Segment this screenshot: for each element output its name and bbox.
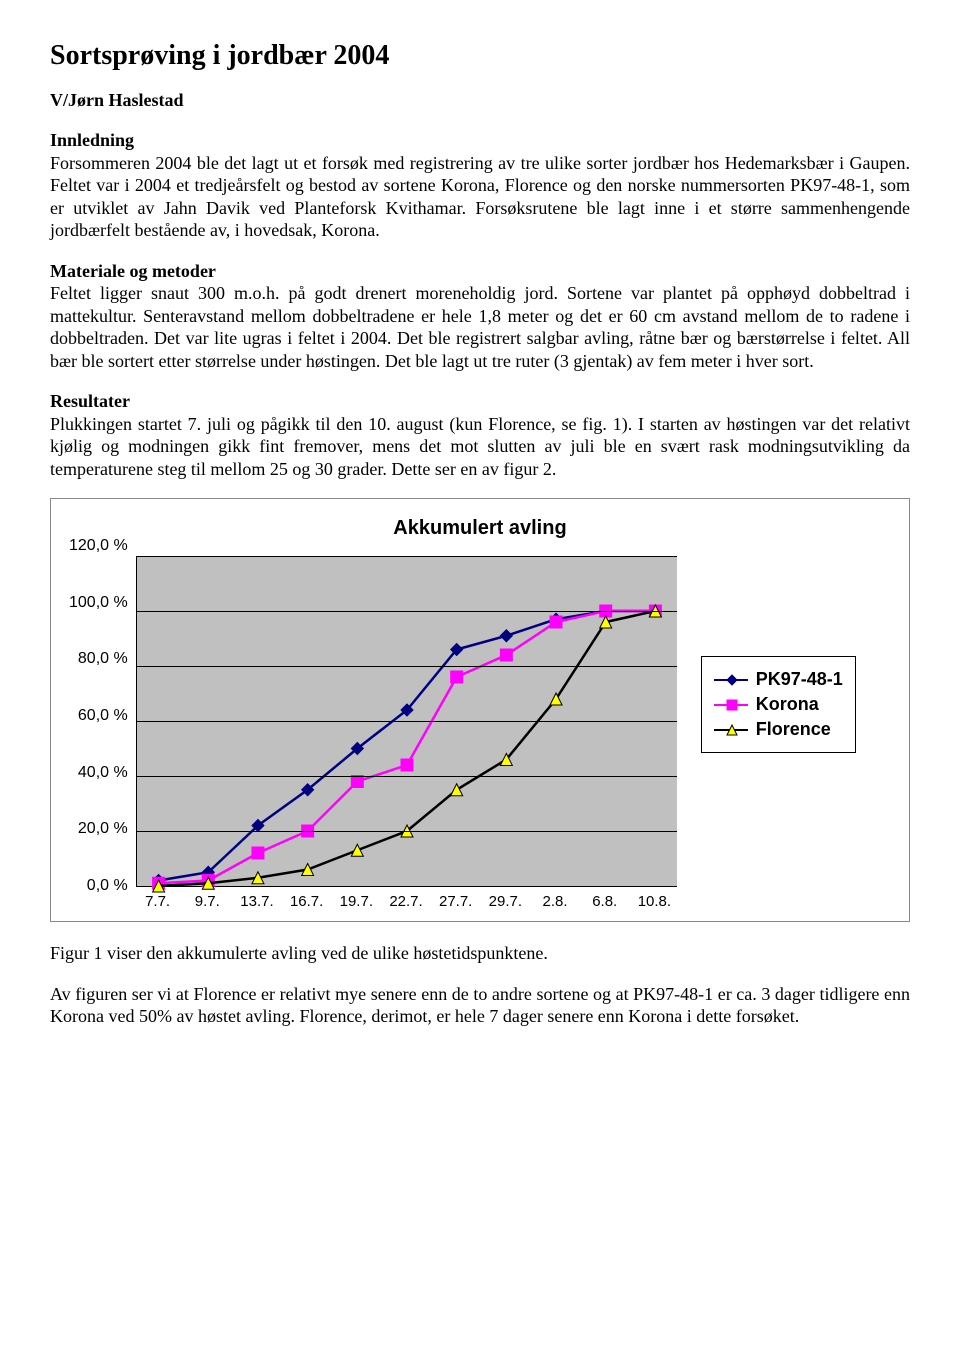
series-marker <box>550 616 562 628</box>
series-line <box>158 611 655 883</box>
x-tick-label: 7.7. <box>138 893 178 910</box>
gridline <box>137 831 677 832</box>
gridline <box>137 776 677 777</box>
x-tick-label: 16.7. <box>287 893 327 910</box>
x-tick-label: 9.7. <box>187 893 227 910</box>
x-tick-label: 6.8. <box>585 893 625 910</box>
legend-label: Florence <box>756 719 831 740</box>
series-marker <box>252 847 264 859</box>
series-marker <box>550 693 562 705</box>
chart-container: Akkumulert avling 120,0 %100,0 %80,0 %60… <box>50 498 910 922</box>
figure-caption: Figur 1 viser den akkumulerte avling ved… <box>50 942 910 965</box>
section-head-materials: Materiale og metoder <box>50 261 216 281</box>
x-tick-label: 2.8. <box>535 893 575 910</box>
series-line <box>158 611 655 886</box>
x-tick-label: 22.7. <box>386 893 426 910</box>
legend: PK97-48-1 Korona Florence <box>701 656 856 753</box>
x-tick-label: 19.7. <box>336 893 376 910</box>
series-marker <box>500 649 512 661</box>
closing-paragraph: Av figuren ser vi at Florence er relativ… <box>50 983 910 1028</box>
x-tick-label: 27.7. <box>436 893 476 910</box>
intro-paragraph: Forsommeren 2004 ble det lagt ut et fors… <box>50 152 910 242</box>
author-line: V/Jørn Haslestad <box>50 90 910 111</box>
series-line <box>158 611 655 881</box>
series-marker <box>351 844 363 856</box>
legend-item: Florence <box>714 719 843 740</box>
materials-body: Feltet ligger snaut 300 m.o.h. på godt d… <box>50 283 910 371</box>
series-marker <box>500 630 512 642</box>
results-paragraph: Resultater Plukkingen startet 7. juli og … <box>50 390 910 480</box>
section-head-intro: Innledning <box>50 130 134 150</box>
x-tick-label: 10.8. <box>634 893 674 910</box>
materials-paragraph: Materiale og metoderFeltet ligger snaut … <box>50 260 910 373</box>
y-axis: 120,0 %100,0 %80,0 %60,0 %40,0 %20,0 %0,… <box>69 546 136 886</box>
gridline <box>137 721 677 722</box>
gridline <box>137 611 677 612</box>
series-marker <box>351 776 363 788</box>
gridline <box>137 666 677 667</box>
series-marker <box>450 784 462 796</box>
x-axis: 7.7. 9.7. 13.7. 16.7. 19.7. 22.7. 27.7. 29.7. 2.… <box>69 893 677 913</box>
x-tick-label: 13.7. <box>237 893 277 910</box>
series-marker <box>401 759 413 771</box>
x-tick-label: 29.7. <box>485 893 525 910</box>
gridline <box>137 556 677 557</box>
section-head-results: Resultater <box>50 391 130 411</box>
plot-area <box>136 556 677 887</box>
legend-label: Korona <box>756 694 819 715</box>
page-title: Sortsprøving i jordbær 2004 <box>50 40 910 72</box>
chart-title: Akkumulert avling <box>69 517 891 540</box>
legend-label: PK97-48-1 <box>756 669 843 690</box>
legend-item: Korona <box>714 694 843 715</box>
results-body: Plukkingen startet 7. juli og pågikk til… <box>50 414 910 479</box>
series-marker <box>450 671 462 683</box>
legend-item: PK97-48-1 <box>714 669 843 690</box>
